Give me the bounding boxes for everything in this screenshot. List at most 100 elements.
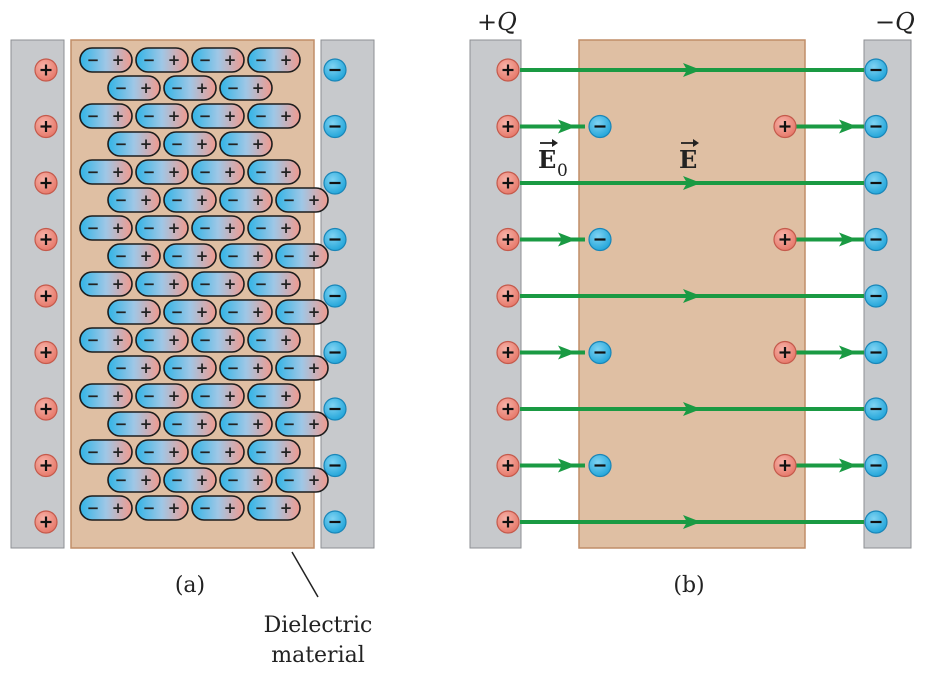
dipole-body (79, 271, 133, 297)
dipole-body (247, 383, 301, 409)
plate-negative-charge (323, 227, 347, 252)
dipole-body (79, 495, 133, 521)
dipole-minus-sign: − (143, 107, 156, 125)
dipole-molecule: − + (219, 467, 273, 493)
dipole-plus-sign: + (308, 415, 321, 433)
dipole-molecule: − + (107, 355, 161, 381)
right-plate-charges-a (323, 58, 347, 534)
plate-positive-charge (496, 58, 520, 82)
plate-negative-charge (864, 453, 888, 478)
dipole-plus-sign: + (196, 135, 209, 153)
dipole-body (163, 299, 217, 325)
plate-negative-charge (864, 510, 888, 534)
dipole-plus-sign: + (112, 387, 125, 405)
dipole-minus-sign: − (143, 51, 156, 69)
plate-negative-charge (864, 284, 888, 308)
dipole-molecule: − + (191, 159, 245, 185)
dipole-body (275, 411, 329, 437)
dipole-body (191, 327, 245, 353)
dipole-plus-sign: + (252, 247, 265, 265)
dipole-body (191, 271, 245, 297)
arrow-right-icon (683, 402, 701, 416)
dipole-molecule: − + (79, 159, 133, 185)
plate-positive-charge (496, 284, 520, 308)
dipole-plus-sign: + (112, 331, 125, 349)
dipole-minus-sign: − (199, 331, 212, 349)
dipole-molecule: − + (219, 75, 273, 101)
dipole-plus-sign: + (196, 471, 209, 489)
dipole-minus-sign: − (255, 443, 268, 461)
plate-positive-charge (34, 114, 58, 139)
field-label-e: E (679, 139, 699, 174)
dipole-plus-sign: + (140, 79, 153, 97)
dipole-body (135, 439, 189, 465)
left-plate-charges-a (34, 58, 58, 534)
long-field-line (520, 515, 864, 529)
dipole-body (219, 355, 273, 381)
panel-a: − + − + − + − +− + − + − +− + − + − + − +− + − + − +− + − + − + − +− + − +… (10, 39, 375, 668)
dipole-minus-sign: − (143, 331, 156, 349)
dipole-minus-sign: − (227, 247, 240, 265)
panel-b-charges (496, 58, 888, 534)
dipole-minus-sign: − (227, 79, 240, 97)
dipole-molecule: − + (275, 355, 329, 381)
dipole-plus-sign: + (196, 79, 209, 97)
dipole-body (135, 215, 189, 241)
dielectric-label-line-1: Dielectric (264, 613, 373, 638)
dipole-molecule: − + (107, 243, 161, 269)
dipole-plus-sign: + (280, 51, 293, 69)
arrow-right-icon (683, 289, 701, 303)
dipole-molecule: − + (247, 103, 301, 129)
dipole-minus-sign: − (171, 415, 184, 433)
short-field-line-right (792, 119, 864, 134)
dipole-plus-sign: + (280, 107, 293, 125)
dipole-minus-sign: − (227, 135, 240, 153)
dipole-minus-sign: − (171, 135, 184, 153)
dipole-molecule: − + (135, 383, 189, 409)
plate-positive-charge (496, 171, 520, 195)
dipole-molecule: − + (163, 243, 217, 269)
short-field-line-left (520, 232, 585, 247)
dipole-body (219, 467, 273, 493)
dipole-plus-sign: + (224, 387, 237, 405)
dipole-minus-sign: − (199, 219, 212, 237)
dipole-minus-sign: − (283, 191, 296, 209)
plate-negative-charge (323, 397, 347, 421)
dielectric-label-line-2: material (271, 643, 365, 668)
dipole-plus-sign: + (140, 135, 153, 153)
dipole-minus-sign: − (87, 275, 100, 293)
dipole-body (191, 103, 245, 129)
dipole-body (191, 383, 245, 409)
dipole-minus-sign: − (87, 443, 100, 461)
long-field-line (520, 63, 864, 77)
dipole-minus-sign: − (143, 443, 156, 461)
panel-a-caption: (a) (175, 573, 205, 598)
plate-positive-charge (496, 510, 520, 534)
dipole-minus-sign: − (199, 163, 212, 181)
dipole-plus-sign: + (224, 107, 237, 125)
dipole-molecule: − + (107, 299, 161, 325)
long-field-line (520, 289, 864, 303)
induced-positive-charge (773, 340, 797, 365)
dipole-minus-sign: − (87, 219, 100, 237)
dipole-body (219, 131, 273, 157)
field-label-e0-letter: E (538, 145, 556, 174)
dipole-body (135, 383, 189, 409)
dipole-plus-sign: + (280, 219, 293, 237)
dipole-molecule: − + (191, 383, 245, 409)
dipole-plus-sign: + (224, 163, 237, 181)
dipole-plus-sign: + (224, 443, 237, 461)
dipole-molecule: − + (275, 411, 329, 437)
dipole-molecule: − + (275, 187, 329, 213)
dipole-minus-sign: − (227, 191, 240, 209)
dipole-molecule: − + (219, 299, 273, 325)
dipole-minus-sign: − (115, 471, 128, 489)
dipole-plus-sign: + (112, 275, 125, 293)
dipole-molecule: − + (247, 439, 301, 465)
dipole-minus-sign: − (87, 163, 100, 181)
arrow-right-icon (839, 232, 857, 247)
dipole-body (79, 327, 133, 353)
dipole-body (107, 467, 161, 493)
dipole-plus-sign: + (224, 51, 237, 69)
dipole-plus-sign: + (196, 415, 209, 433)
